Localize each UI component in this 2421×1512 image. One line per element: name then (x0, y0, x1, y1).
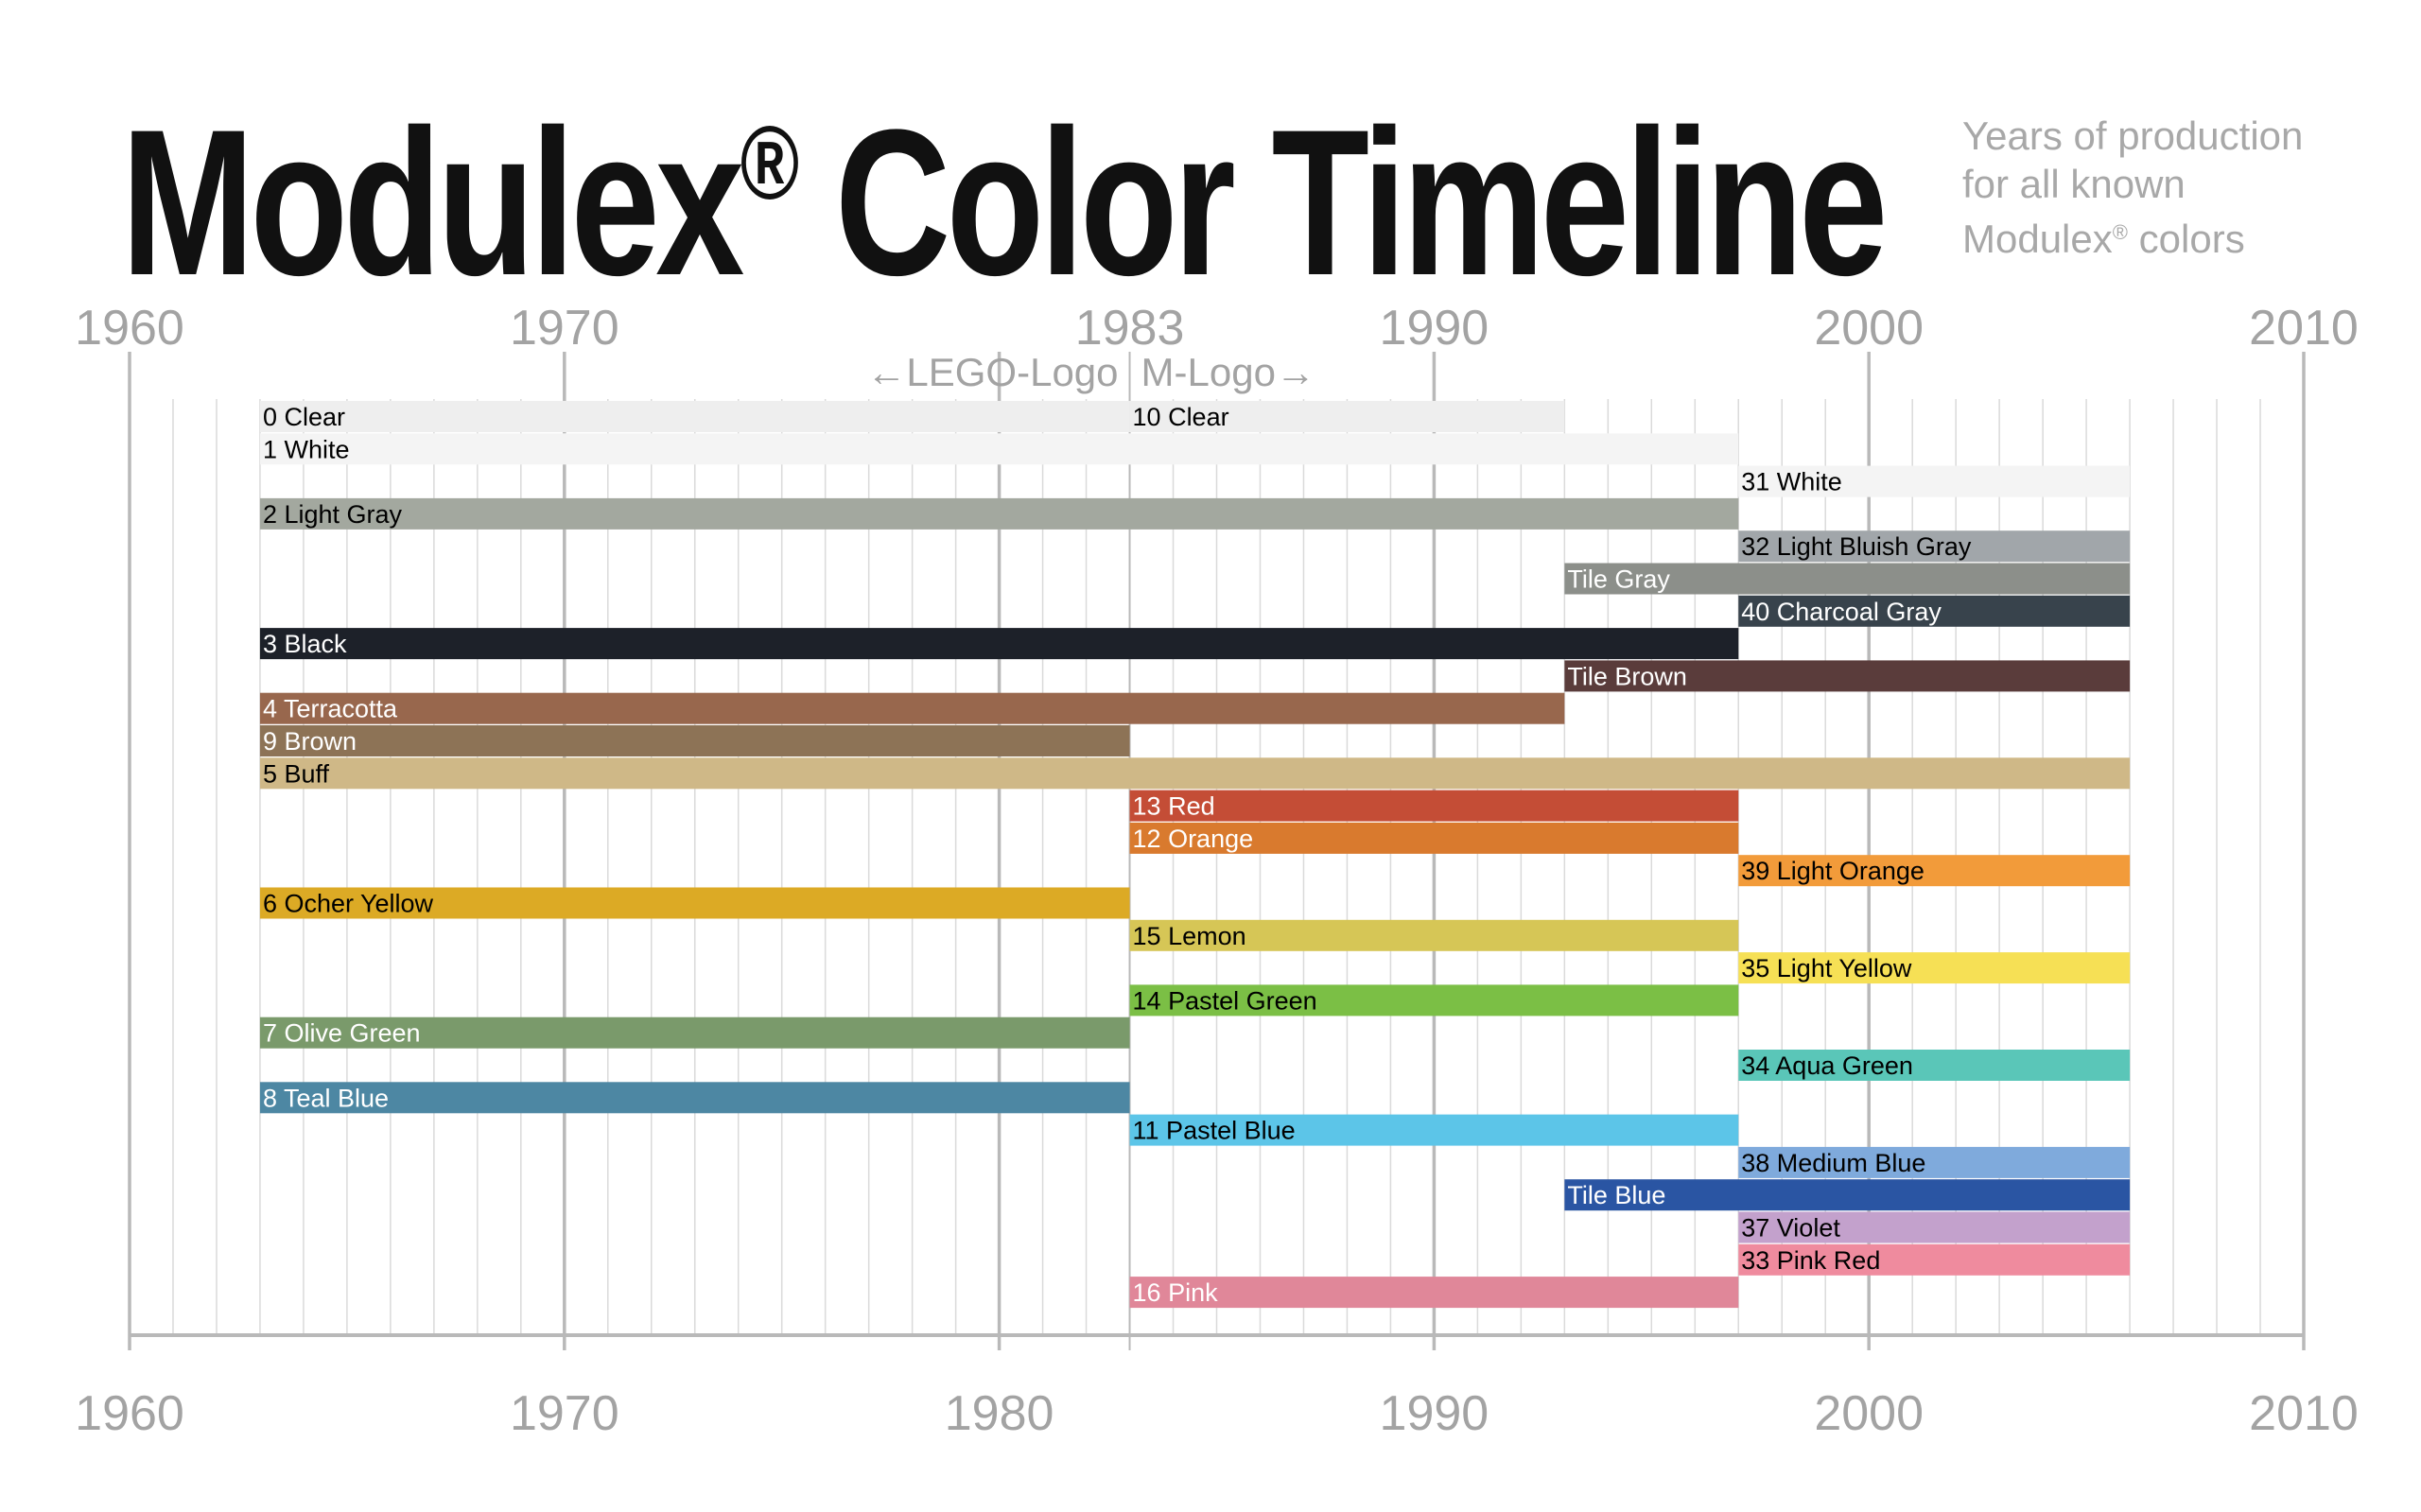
bars: 0 Clear 10 Clear 1 White 31 White 2 Light Gr… (259, 401, 2131, 1309)
color-bar-label: 5 Buff (263, 759, 330, 788)
color-bar (259, 433, 1739, 465)
title-registered-mark: ® (740, 105, 799, 221)
x-tick-label-top: 2010 (2249, 301, 2359, 356)
x-tick-label-bottom: 2010 (2249, 1386, 2359, 1441)
color-bar (1738, 1050, 2131, 1081)
color-bar-label: 4 Terracotta (263, 695, 398, 723)
color-bar-label: 6 Ocher Yellow (263, 890, 434, 918)
subtitle-line-3: Modulex® colors (1962, 208, 2360, 263)
color-bar-label: 31 White (1741, 468, 1842, 496)
color-bar (259, 401, 1130, 432)
color-bar (1738, 530, 2131, 563)
color-bar (1129, 1277, 1739, 1309)
x-tick-label-top: 1990 (1380, 301, 1489, 356)
x-tick-label-bottom: 1990 (1380, 1386, 1489, 1441)
color-bar-label: 37 Violet (1741, 1214, 1840, 1243)
color-bar (259, 1017, 1130, 1049)
color-bar (1738, 1211, 2131, 1243)
color-bar (259, 1082, 1130, 1114)
color-bar (259, 725, 1130, 756)
title-brand: Modulex (121, 86, 744, 319)
color-bar-label: Tile Blue (1567, 1181, 1665, 1209)
color-bar-label: 33 Pink Red (1741, 1246, 1880, 1275)
color-bar-label: 13 Red (1133, 792, 1215, 821)
color-bar-label: 16 Pink (1133, 1278, 1219, 1307)
color-bar-label: 38 Medium Blue (1741, 1149, 1925, 1177)
color-bar-label: 32 Light Bluish Gray (1741, 532, 1972, 561)
color-bar-label: 40 Charcoal Gray (1741, 598, 1942, 626)
color-bar-label: 15 Lemon (1133, 922, 1246, 950)
x-tick-label-bottom: 1980 (945, 1386, 1054, 1441)
color-bar (1129, 984, 1739, 1017)
color-bar (259, 887, 1130, 919)
color-bar-label: 39 Light Orange (1741, 857, 1925, 885)
color-bar-label: 12 Orange (1133, 825, 1254, 853)
color-bar (1738, 855, 2131, 887)
color-bar (1738, 1146, 2131, 1178)
color-bar-label: 8 Teal Blue (263, 1084, 389, 1112)
color-bar (259, 692, 1565, 724)
title-rest: Color Timeline (794, 86, 1888, 319)
x-tick-label-bottom: 1970 (510, 1386, 619, 1441)
color-bar-label: 0 Clear (263, 403, 345, 431)
color-bar-label: 10 Clear (1133, 403, 1229, 431)
color-bar-label: 14 Pastel Green (1133, 986, 1317, 1015)
subtitle-brand: Modulex (1962, 217, 2113, 261)
color-bar (1564, 1179, 2131, 1211)
x-tick-label-top: 1970 (510, 301, 619, 356)
color-bar (1129, 790, 1739, 822)
subtitle-line-2: for all known (1962, 162, 2186, 206)
color-bar (1129, 822, 1739, 854)
x-tick-label-top: 2000 (1814, 301, 1924, 356)
color-bar-label: 2 Light Gray (263, 500, 403, 529)
x-tick-label-bottom: 2000 (1814, 1386, 1924, 1441)
color-bar (1129, 919, 1739, 951)
color-bar (1129, 1114, 1739, 1146)
color-bar-label: Tile Gray (1567, 565, 1670, 594)
subtitle-suffix: colors (2127, 217, 2245, 261)
lego-logo-annotation: ←LEGO-Logo (866, 350, 1118, 394)
color-bar-label: 3 Black (263, 630, 347, 658)
m-logo-annotation: M-Logo→ (1141, 350, 1315, 394)
color-bar (259, 757, 2131, 790)
color-bar (259, 497, 1739, 530)
x-tick-label-top: 1960 (75, 301, 184, 356)
color-bar (1738, 952, 2131, 984)
x-tick-label-bottom: 1960 (75, 1386, 184, 1441)
color-bar (1738, 595, 2131, 627)
color-bar (1738, 465, 2131, 497)
x-tick-label-top: 1983 (1075, 301, 1185, 356)
color-bar-label: 35 Light Yellow (1741, 954, 1912, 982)
subtitle-registered-mark: ® (2112, 220, 2128, 244)
color-bar-label: 7 Olive Green (263, 1019, 421, 1048)
subtitle-line-1: Years of production (1962, 113, 2304, 158)
chart-title: Modulex® Color Timeline (121, 45, 1888, 321)
chart-subtitle: Years of production for all known Module… (1962, 112, 2360, 263)
color-bar (259, 628, 1739, 660)
color-bar (1129, 401, 1565, 432)
color-bar-label: 11 Pastel Blue (1133, 1117, 1296, 1145)
color-bar-label: 1 White (263, 435, 350, 463)
color-bar (1738, 1243, 2131, 1276)
color-bar (1564, 563, 2131, 595)
color-bar-label: 34 Aqua Green (1741, 1051, 1913, 1080)
color-bar (1564, 660, 2131, 692)
color-bar-label: Tile Brown (1567, 662, 1687, 690)
color-bar-label: 9 Brown (263, 727, 357, 756)
